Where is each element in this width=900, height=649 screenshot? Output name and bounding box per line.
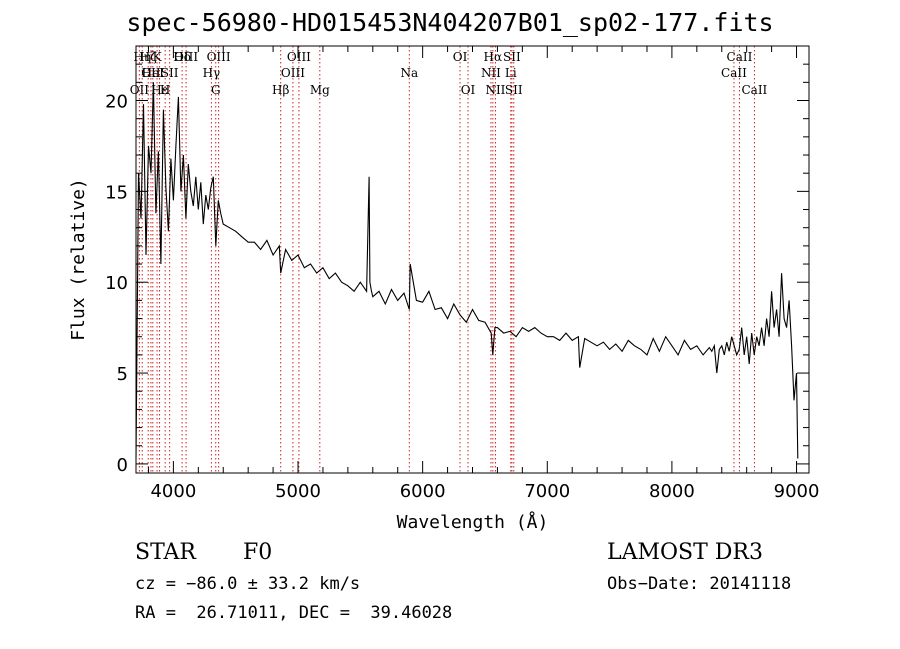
line-marker-label: OIII: [174, 50, 198, 64]
spectrum-series: [135, 82, 799, 459]
x-tick-label: 9000: [774, 481, 820, 502]
object-subclass: F0: [243, 540, 273, 565]
redshift-velocity: cz = −86.0 ± 33.2 km/s: [135, 574, 361, 594]
line-marker-label: HeI: [142, 66, 165, 80]
line-marker-label: SII: [503, 50, 521, 64]
line-marker-label: K: [153, 50, 163, 64]
line-marker-label: SII: [505, 83, 523, 97]
line-marker-label: OIII: [207, 50, 231, 64]
line-marker-label: SII: [161, 66, 179, 80]
x-axis-label: Wavelength (Å): [397, 511, 549, 533]
spectrum-line: [135, 82, 799, 459]
y-tick-label: 0: [117, 455, 128, 476]
x-axis-ticks: 4000 5000 6000 7000 8000 9000: [147, 46, 820, 502]
object-class: STAR: [135, 540, 196, 565]
x-tick-label: 7000: [524, 481, 570, 502]
line-marker-label: Hγ: [203, 66, 221, 80]
survey-name: LAMOST DR3: [607, 540, 763, 565]
line-marker-label: OII: [130, 83, 150, 97]
line-marker-label: Mg: [310, 83, 330, 97]
line-marker-label: OI: [461, 83, 476, 97]
x-tick-label: 5000: [275, 481, 321, 502]
x-tick-label: 4000: [150, 481, 196, 502]
observation-date: Obs−Date: 20141118: [607, 574, 792, 594]
line-marker-label: OIII: [287, 50, 311, 64]
emission-line-labels: OIIHηHζOIIHeIKHεHSIIHδOIIIHγGOIIIHβOIIIO…: [130, 50, 768, 97]
line-marker-label: Hε: [151, 83, 168, 97]
line-marker-label: NII: [485, 83, 505, 97]
y-tick-label: 10: [105, 273, 128, 294]
y-axis-label: Flux (relative): [68, 178, 89, 341]
line-marker-label: G: [211, 83, 221, 97]
line-marker-label: NII: [481, 66, 501, 80]
line-marker-label: Hβ: [272, 83, 289, 97]
y-tick-label: 5: [117, 364, 128, 385]
line-marker-label: CaII: [741, 83, 767, 97]
line-marker-label: CaII: [721, 66, 747, 80]
x-tick-label: 6000: [400, 481, 446, 502]
plot-frame: [135, 45, 810, 474]
line-marker-label: Li: [505, 66, 517, 80]
line-marker-label: Na: [400, 66, 418, 80]
x-tick-label: 8000: [649, 481, 695, 502]
line-marker-label: Hδ: [173, 50, 191, 64]
line-marker-label: Hα: [484, 50, 503, 64]
line-marker-label: OIII: [281, 66, 305, 80]
coordinates: RA = 26.71011, DEC = 39.46028: [135, 603, 453, 623]
line-marker-label: Hη: [133, 50, 151, 64]
line-marker-label: H: [160, 83, 170, 97]
y-tick-label: 20: [105, 92, 128, 113]
y-tick-label: 15: [105, 182, 128, 203]
y-axis-ticks: 0 5 10 15 20: [105, 63, 809, 476]
chart-title: spec-56980-HD015453N404207B01_sp02-177.f…: [126, 8, 774, 37]
line-marker-label: OII: [141, 66, 161, 80]
line-marker-label: Hζ: [140, 50, 157, 64]
line-marker-label: CaII: [727, 50, 753, 64]
line-marker-label: OI: [453, 50, 468, 64]
emission-line-markers: [138, 46, 755, 473]
